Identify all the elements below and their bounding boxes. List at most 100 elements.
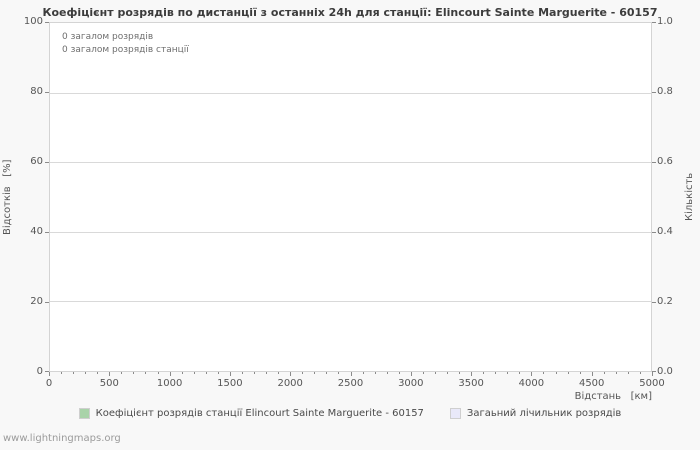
x-axis-tickmark	[471, 372, 472, 376]
x-axis-tickmark	[290, 372, 291, 376]
x-axis-tickmark	[351, 372, 352, 376]
x-axis-tick-label: 3500	[458, 378, 484, 389]
y-axis-tickmark-left	[45, 371, 49, 372]
x-axis-minor-tickmark	[206, 372, 207, 374]
y-axis-tickmark-right	[652, 371, 656, 372]
y-axis-tick-label-left: 0	[36, 366, 43, 377]
plot-area: 0 загалом розрядів 0 загалом розрядів ст…	[49, 22, 652, 372]
x-axis-minor-tickmark	[640, 372, 641, 374]
gridline-y	[50, 301, 651, 302]
x-axis-minor-tickmark	[266, 372, 267, 374]
x-axis-tickmark	[170, 372, 171, 376]
x-axis-minor-tickmark	[302, 372, 303, 374]
x-axis-tick-label: 3000	[398, 378, 424, 389]
legend-swatch-total-counter	[449, 408, 461, 419]
x-axis-minor-tickmark	[218, 372, 219, 374]
y-axis-tickmark-left	[45, 232, 49, 233]
x-axis-minor-tickmark	[375, 372, 376, 374]
x-axis-minor-tickmark	[314, 372, 315, 374]
x-axis-tick-label: 4500	[578, 378, 605, 389]
x-axis-tick-label: 4000	[518, 378, 545, 389]
x-axis-tick-label: 1500	[217, 378, 243, 389]
y-axis-tickmark-right	[652, 162, 656, 163]
x-axis-minor-tickmark	[543, 372, 544, 374]
x-axis-minor-tickmark	[278, 372, 279, 374]
gridline-y	[50, 232, 651, 233]
gridline-y	[50, 93, 651, 94]
x-axis-tickmark	[109, 372, 110, 376]
annotation-total-strokes: 0 загалом розрядів	[62, 32, 154, 42]
legend-item-station-ratio: Коефіцієнт розрядів станції Elincourt Sa…	[78, 408, 424, 419]
x-axis-tickmark	[592, 372, 593, 376]
x-axis-minor-tickmark	[61, 372, 62, 374]
y-axis-tickmark-left	[45, 302, 49, 303]
x-axis-minor-tickmark	[158, 372, 159, 374]
chart-title: Коефіцієнт розрядів по дистанції з остан…	[42, 6, 658, 19]
legend-label-station-ratio: Коефіцієнт розрядів станції Elincourt Sa…	[95, 408, 424, 419]
y-axis-tickmark-right	[652, 92, 656, 93]
y-axis-tick-label-left: 80	[30, 86, 43, 97]
x-axis-minor-tickmark	[495, 372, 496, 374]
y-axis-tickmark-right	[652, 302, 656, 303]
x-axis-minor-tickmark	[447, 372, 448, 374]
x-axis-minor-tickmark	[182, 372, 183, 374]
y-axis-tick-label-left: 60	[30, 156, 43, 167]
x-axis-minor-tickmark	[507, 372, 508, 374]
y-axis-tick-label-right: 0.6	[657, 156, 673, 167]
x-axis-minor-tickmark	[519, 372, 520, 374]
plot-annotations: 0 загалом розрядів 0 загалом розрядів ст…	[62, 31, 189, 57]
x-axis-minor-tickmark	[254, 372, 255, 374]
x-axis-minor-tickmark	[387, 372, 388, 374]
legend-item-total-counter: Загаьний лічильник розрядів	[449, 408, 622, 419]
x-axis-minor-tickmark	[604, 372, 605, 374]
x-axis-minor-tickmark	[459, 372, 460, 374]
gridline-y	[50, 162, 651, 163]
y-axis-tickmark-right	[652, 22, 656, 23]
x-axis-minor-tickmark	[85, 372, 86, 374]
x-axis-tick-label: 2000	[277, 378, 303, 389]
x-axis-minor-tickmark	[242, 372, 243, 374]
x-axis-minor-tickmark	[326, 372, 327, 374]
y-axis-tickmark-left	[45, 162, 49, 163]
x-axis-minor-tickmark	[133, 372, 134, 374]
legend-label-total-counter: Загаьний лічильник розрядів	[466, 408, 622, 419]
x-axis-minor-tickmark	[145, 372, 146, 374]
y-axis-tick-label-right: 0.0	[657, 366, 673, 377]
x-axis-minor-tickmark	[580, 372, 581, 374]
x-axis-minor-tickmark	[616, 372, 617, 374]
x-axis-tickmark	[49, 372, 50, 376]
y-axis-tickmark-left	[45, 92, 49, 93]
x-axis-tick-label: 2500	[337, 378, 364, 389]
x-axis-minor-tickmark	[363, 372, 364, 374]
y-axis-tick-label-left: 20	[30, 296, 43, 307]
y-axis-tickmark-right	[652, 232, 656, 233]
y-axis-label-right: Кількість	[684, 172, 695, 222]
watermark: www.lightningmaps.org	[3, 433, 121, 444]
x-axis-minor-tickmark	[121, 372, 122, 374]
x-axis-minor-tickmark	[435, 372, 436, 374]
x-axis-tickmark	[230, 372, 231, 376]
x-axis-tick-label: 1000	[156, 378, 183, 389]
x-axis-minor-tickmark	[194, 372, 195, 374]
x-axis-minor-tickmark	[73, 372, 74, 374]
x-axis-minor-tickmark	[97, 372, 98, 374]
y-axis-tick-label-right: 0.8	[657, 86, 673, 97]
y-axis-tick-label-left: 40	[30, 226, 43, 237]
legend: Коефіцієнт розрядів станції Elincourt Sa…	[0, 408, 700, 419]
x-axis-minor-tickmark	[628, 372, 629, 374]
x-axis-tick-label: 500	[99, 378, 119, 389]
y-axis-label-left: Відсотків [%]	[2, 159, 13, 235]
x-axis-minor-tickmark	[556, 372, 557, 374]
x-axis-tickmark	[531, 372, 532, 376]
x-axis-tick-label: 0	[45, 378, 53, 389]
x-axis-tickmark	[652, 372, 653, 376]
x-axis-tickmark	[411, 372, 412, 376]
x-axis-minor-tickmark	[399, 372, 400, 374]
y-axis-tick-label-right: 1.0	[657, 16, 673, 27]
x-axis-minor-tickmark	[568, 372, 569, 374]
x-axis-minor-tickmark	[338, 372, 339, 374]
x-axis-tick-label: 5000	[639, 378, 665, 389]
x-axis-minor-tickmark	[423, 372, 424, 374]
y-axis-tickmark-left	[45, 22, 49, 23]
